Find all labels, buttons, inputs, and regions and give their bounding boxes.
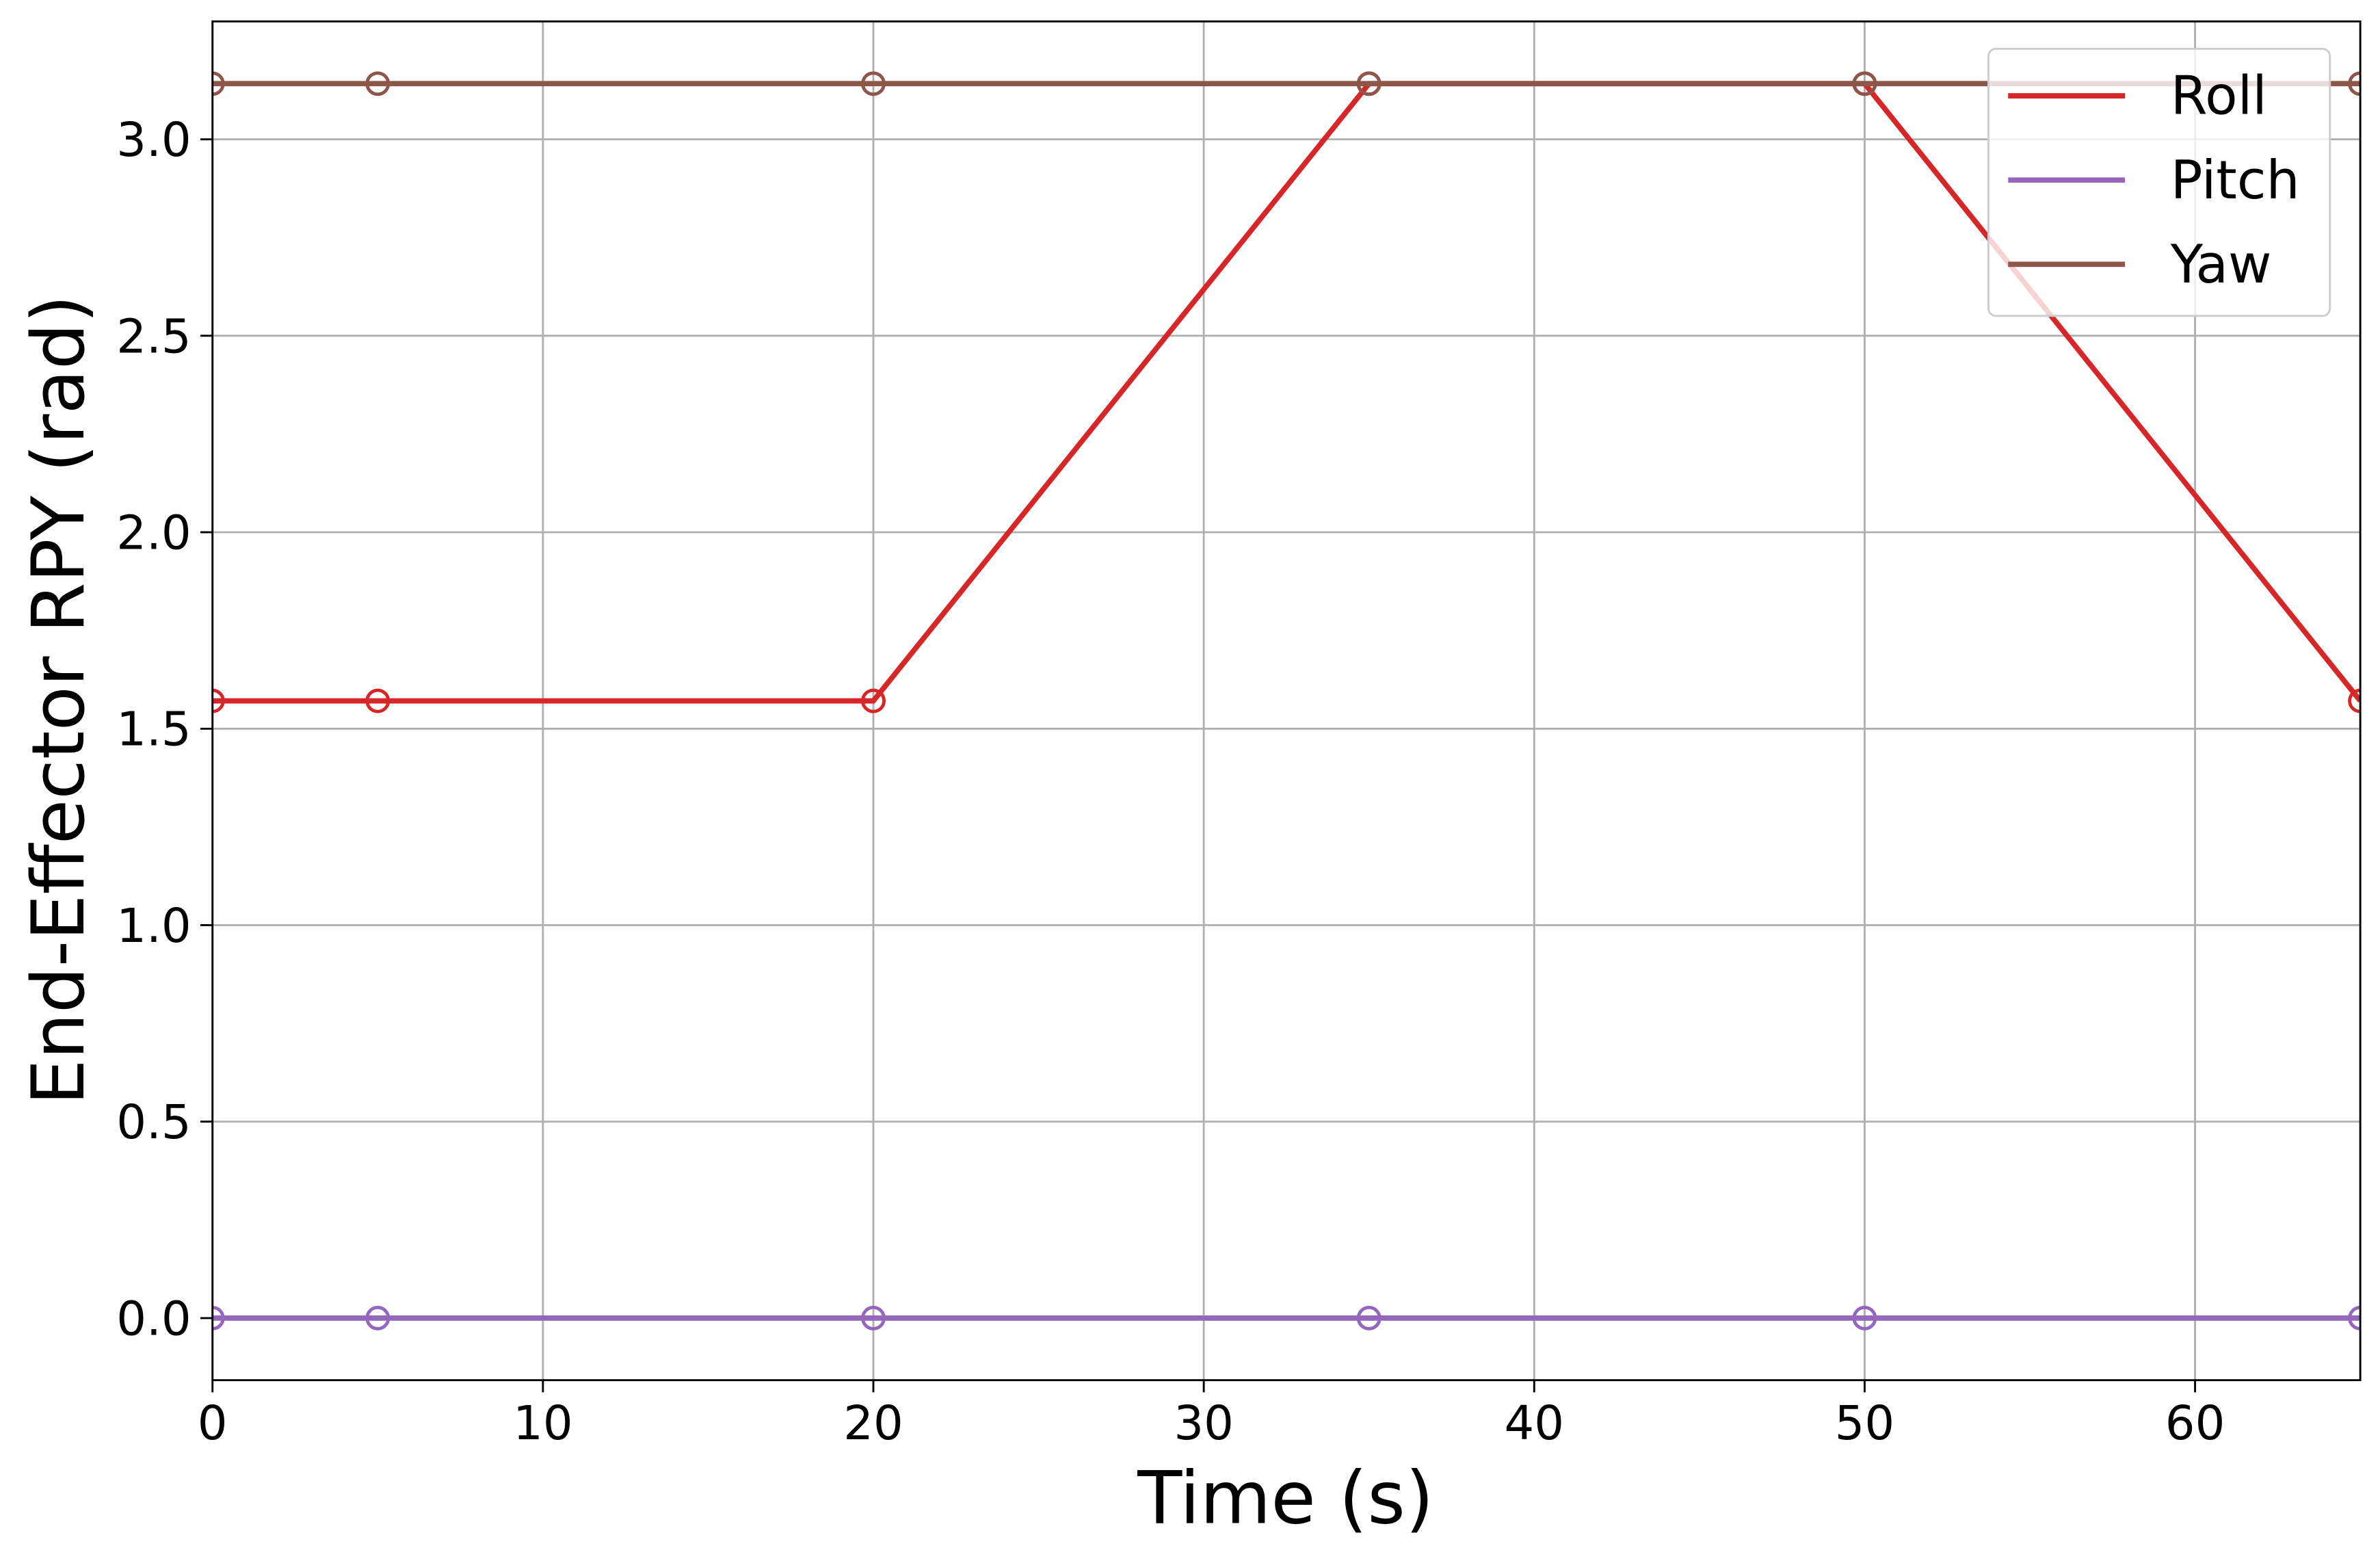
x-axis-label: Time (s) (1137, 1456, 1433, 1540)
data-point (1852, 1305, 1877, 1330)
series-line (212, 81, 2361, 704)
data-point (365, 688, 391, 713)
y-tick-label: 2.5 (116, 309, 191, 364)
axes-frame (211, 20, 2362, 1382)
y-tick-label: 2.0 (116, 506, 191, 560)
data-point (1356, 1305, 1381, 1330)
x-tick-label: 10 (513, 1396, 573, 1451)
x-tick-label: 0 (198, 1396, 228, 1451)
x-tick-label: 20 (843, 1396, 903, 1451)
x-tick-label: 30 (1174, 1396, 1234, 1451)
legend-box (1987, 47, 2331, 317)
legend-label: Pitch (2171, 150, 2300, 211)
y-axis-label: End-Effector RPY (rad) (16, 295, 101, 1105)
data-point (365, 1305, 391, 1330)
data-point (861, 1305, 886, 1330)
data-point (2348, 1305, 2361, 1330)
x-tick-label: 50 (1835, 1396, 1895, 1451)
legend-label: Yaw (2170, 234, 2272, 296)
plot-area (212, 71, 2361, 1330)
x-tick-label: 60 (2165, 1396, 2225, 1451)
y-tick-label: 0.0 (116, 1291, 191, 1346)
data-point (1852, 71, 1877, 96)
data-point (212, 1305, 225, 1330)
data-point (212, 71, 225, 96)
data-point (861, 71, 886, 96)
y-tick-label: 0.5 (116, 1095, 191, 1150)
y-tick-label: 1.0 (116, 899, 191, 954)
y-tick-label: 3.0 (116, 113, 191, 168)
x-tick-label: 40 (1505, 1396, 1565, 1451)
data-point (1356, 71, 1381, 96)
data-point (861, 688, 886, 713)
data-point (2348, 71, 2361, 96)
data-point (212, 688, 225, 713)
legend-label: Roll (2171, 66, 2267, 127)
ticks: 0 10 20 30 40 50 60 0.0 0.5 1.0 1.5 2.0 2.5 3.0 (116, 113, 2225, 1451)
data-point (2348, 688, 2361, 713)
y-tick-label: 1.5 (116, 703, 191, 757)
legend: Roll Pitch Yaw (1987, 47, 2331, 317)
data-point (365, 71, 391, 96)
